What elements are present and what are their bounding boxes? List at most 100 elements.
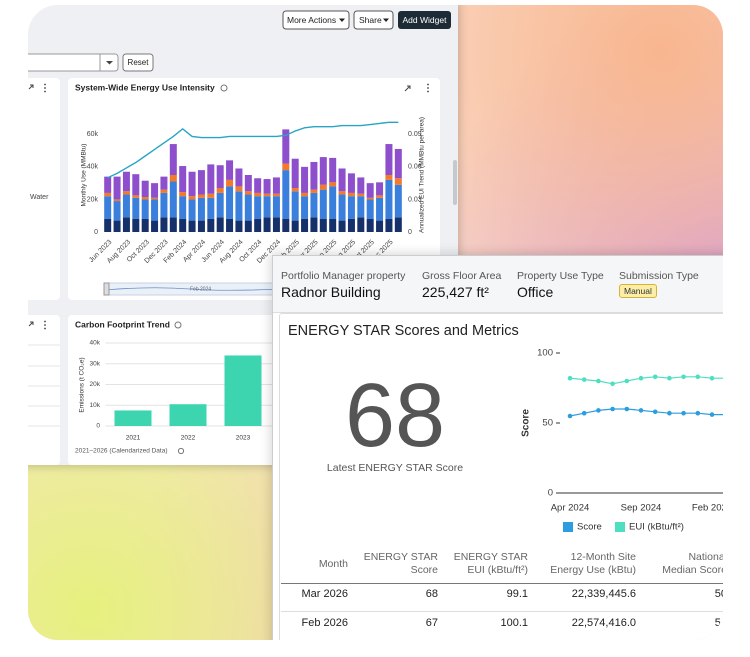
point: [709, 412, 715, 417]
help-icon[interactable]: [174, 321, 182, 329]
y-axis-title: Emissions (t CO₂e): [79, 357, 86, 412]
help-icon[interactable]: [177, 447, 185, 455]
point: [610, 381, 615, 387]
more-actions-button[interactable]: [282, 10, 350, 30]
bar-segment: [179, 218, 187, 232]
bar-segment: [113, 176, 121, 200]
y-tick-label: 20k: [87, 196, 99, 203]
bar-segment: [179, 192, 187, 197]
row-divider: [281, 611, 723, 612]
filter-select[interactable]: [0, 53, 119, 72]
point: [638, 408, 644, 413]
table-cell: 50: [714, 617, 727, 629]
bar-segment: [132, 195, 140, 198]
series-line: [569, 376, 723, 385]
bar-segment: [122, 194, 130, 218]
bar-segment: [207, 193, 215, 198]
bar-segment: [385, 144, 393, 175]
bar-segment: [282, 170, 290, 219]
bar-segment: [394, 184, 402, 218]
panel-layer: ENERGY STAR Scores and Metrics 68 Latest…: [273, 256, 729, 640]
bar-segment: [347, 196, 355, 219]
bar-segment: [235, 186, 243, 192]
y-axis-title: Score: [521, 409, 532, 437]
point: [624, 406, 630, 412]
point: [596, 408, 601, 413]
share-button[interactable]: [353, 10, 394, 30]
dashboard-canvas: More Actions Share Add Widget Reset Wate…: [0, 10, 457, 465]
table-cell: 100.1: [500, 617, 528, 629]
kebab-icon[interactable]: [44, 320, 46, 330]
y-tick-label: 10k: [90, 402, 101, 409]
bar-segment: [244, 220, 252, 232]
bar-segment: [122, 191, 130, 195]
y2-axis-title: Annualized EUI Trend (MMBtu per area): [419, 117, 426, 233]
bar-segment: [282, 129, 290, 164]
table-cell: 50: [714, 588, 727, 600]
point: [724, 376, 729, 381]
table-cell: 67: [425, 617, 438, 629]
bar-segment: [216, 217, 224, 232]
expand-icon[interactable]: [28, 321, 34, 327]
bar-segment: [216, 192, 224, 218]
bar-segment: [226, 179, 234, 187]
bar-segment: [122, 171, 130, 192]
x-tick-label: 2023: [236, 435, 251, 442]
bar-segment: [394, 178, 402, 185]
bar-segment: [347, 192, 355, 197]
x-tick-label: Sep 2024: [621, 503, 662, 514]
expand-icon[interactable]: [28, 84, 34, 90]
score-value: 68: [344, 366, 446, 466]
field-value: 225,427 ft²: [422, 284, 489, 300]
dashboard: More Actions Share Add Widget Reset Wate…: [0, 5, 458, 465]
table-cell: 22,339,445.6: [571, 588, 636, 600]
bar-segment: [197, 194, 205, 198]
bar-segment: [301, 218, 309, 232]
bar-segment: [254, 178, 262, 193]
bar-segment: [301, 192, 309, 197]
bar-segment: [141, 196, 149, 200]
table-cell: 22,574,416.0: [571, 617, 636, 629]
bar-segment: [291, 158, 299, 189]
point: [695, 374, 701, 380]
navigator-handle[interactable]: [103, 282, 110, 296]
bar-segment: [329, 218, 337, 232]
bar-segment: [319, 184, 327, 190]
bar-segment: [357, 217, 365, 232]
bar-segment: [169, 217, 177, 232]
button-label: Add Widget: [403, 15, 448, 25]
bar-segment: [207, 197, 215, 219]
bar-segment: [338, 168, 346, 192]
field-label: Portfolio Manager property: [281, 270, 406, 282]
bar-segment: [141, 180, 149, 197]
frame: More Actions Share Add Widget Reset Wate…: [0, 5, 729, 640]
bar-segment: [188, 196, 196, 200]
navigator-label: Feb 2024: [190, 286, 211, 292]
bar-segment: [338, 194, 346, 221]
y-axis-title: Monthly Use (MMBtu): [81, 144, 88, 207]
y-tick-label: 30k: [90, 360, 101, 367]
bar-segment: [197, 197, 205, 221]
bar-segment: [235, 220, 243, 232]
help-icon[interactable]: [220, 84, 228, 92]
widget-card: [68, 78, 440, 300]
kebab-icon[interactable]: [44, 83, 46, 93]
point: [652, 409, 658, 415]
add-widget-button[interactable]: [398, 11, 451, 29]
kebab-icon[interactable]: [427, 83, 429, 93]
bar-segment: [104, 192, 112, 197]
button-label: Share: [359, 15, 382, 25]
field-label: Property Use Type: [517, 270, 604, 282]
reset-button[interactable]: [122, 53, 154, 72]
status-badge: Manual: [619, 284, 657, 298]
bar-segment: [301, 166, 309, 193]
y2-tick-label: 0.03: [408, 196, 422, 203]
bar-segment: [254, 196, 262, 219]
bar-segment: [132, 197, 140, 219]
widget-card: [28, 315, 60, 465]
bar-segment: [263, 196, 271, 218]
table-cell: 68: [425, 588, 438, 600]
expand-icon[interactable]: [404, 85, 411, 92]
bar-segment: [376, 197, 384, 221]
x-tick-label: 2021: [126, 435, 141, 442]
